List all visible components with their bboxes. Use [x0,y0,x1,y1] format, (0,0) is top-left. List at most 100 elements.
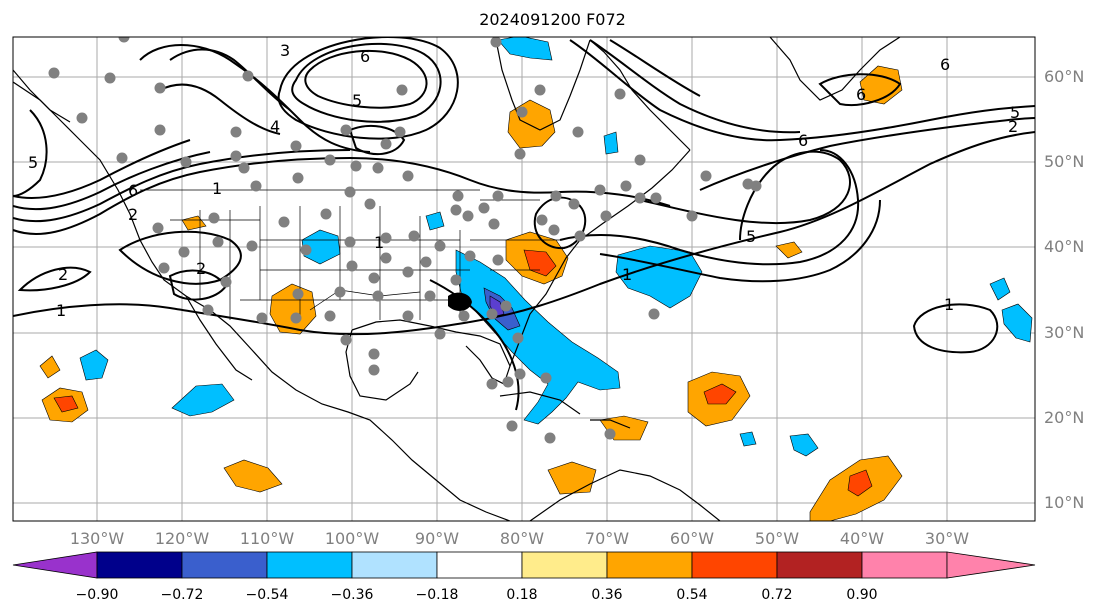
contour-label: 1 [944,295,954,314]
colorbar-tick-label: −0.90 [75,587,119,603]
contour-lobe-2 [599,199,881,283]
coast-hispaniola [590,419,631,429]
contour-label: 6 [360,47,370,66]
colorbar [12,551,1036,579]
contour-6-pacific [13,156,671,235]
contour-label: 2 [196,259,206,278]
red-east [847,469,873,497]
contour-label: 1 [56,301,66,320]
contour-ridge-3 [159,83,281,135]
colorbar-high-extend [946,551,1036,579]
contour-label: 6 [856,85,866,104]
blue-lakes [425,211,445,231]
blue-pacific1 [171,383,235,417]
coast-pacific-nw [13,81,511,521]
colorbar-tick-label: 0.90 [846,587,878,603]
red-pacific1 [53,395,79,413]
contour-label-group: 6 5 4 3 2 1 6 5 6 2 1 2 1 1 6 5 2 6 5 1 [28,41,1020,320]
colorbar-tick-label: 0.18 [506,587,538,603]
colorbar-tick-label: 0.36 [591,587,623,603]
blue-band-southeast [455,249,621,425]
contour-west-low [13,109,48,197]
coast-hudson [495,39,591,131]
contour-6-pacific-2 [13,149,351,223]
stations [48,37,762,444]
lat-label: 40°N [1044,237,1085,256]
contour-high-5 [291,42,442,123]
map-title: 2024091200 F072 [479,10,626,29]
coast-gulf [351,319,511,385]
lon-label: 110°W [239,529,295,548]
orange-central-am [547,461,597,495]
orange-pacific2 [39,355,61,379]
lat-label: 30°N [1044,323,1085,342]
lon-label: 40°W [839,529,885,548]
contour-outer-1 [13,131,1035,336]
map-frame [12,36,1036,522]
blue-labrador [603,131,619,155]
contours [13,37,1035,411]
blue-east2 [989,277,1011,301]
contour-2a [17,266,92,292]
lat-label: 50°N [1044,152,1085,171]
coast-south-am [529,469,721,521]
contour-2b [118,230,242,285]
contour-label: 6 [940,55,950,74]
contour-label: 2 [1008,117,1018,136]
contour-1-east [912,303,999,354]
contour-high-6 [304,49,428,109]
contour-6-pacific-3 [13,151,211,211]
contour-5-east [639,150,851,241]
contour-label: 3 [280,41,290,60]
lat-label: 10°N [1044,493,1085,512]
lon-label: 130°W [69,529,125,548]
contour-label: 1 [374,233,384,252]
red-atlantic-trop [703,383,737,405]
contour-label: 5 [1010,103,1020,122]
contour-label: 5 [746,227,756,246]
colorbar-tick-label: −0.18 [415,587,459,603]
lon-label: 90°W [414,529,460,548]
coast-cuba [499,391,581,415]
contour-6-east [699,117,1035,191]
contour-low-ne-2 [589,39,801,134]
contour-label: 6 [128,181,138,200]
borders [140,189,560,320]
blue-hudson [497,37,553,61]
colorbar-tick-label: −0.54 [245,587,289,603]
contour-label: 5 [352,91,362,110]
coast-alaska [13,69,71,123]
contour-label: 2 [128,205,138,224]
low-center-marker [448,292,472,311]
coast-atlantic [509,149,691,367]
contour-low-ne-3 [609,39,701,97]
contour-label: 1 [622,265,632,284]
blue-pacific2 [79,349,109,381]
contour-lobe-1 [559,149,860,266]
blue-east3 [789,433,819,457]
coast-mexico-gulf [345,329,419,401]
map-area: 6 5 4 3 2 1 6 5 6 2 1 2 1 1 6 5 2 6 5 1 [13,37,1035,521]
contour-label: 4 [270,117,280,136]
contour-label: 2 [58,265,68,284]
lon-label: 80°W [499,529,545,548]
lon-label: 70°W [584,529,630,548]
orange-gulf [775,241,803,259]
red-midatlantic [523,249,557,277]
orange-mexico [269,283,317,335]
lat-label: 20°N [1044,408,1085,427]
lon-label: 30°W [924,529,970,548]
contour-high-4 [277,37,459,140]
contour-low-ne-1 [569,39,1035,142]
contour-high-3 [348,124,406,156]
blue-carib [739,431,757,447]
contour-6-pacific-4 [13,139,191,199]
colorbar-tick-label: 0.72 [761,587,793,603]
contour-label: 1 [212,179,222,198]
colorbar-tick-label: 0.54 [676,587,708,603]
contour-label: 6 [798,131,808,150]
contour-greenland [818,73,902,106]
blue-east1 [1001,303,1033,343]
contour-label: 5 [28,153,38,172]
